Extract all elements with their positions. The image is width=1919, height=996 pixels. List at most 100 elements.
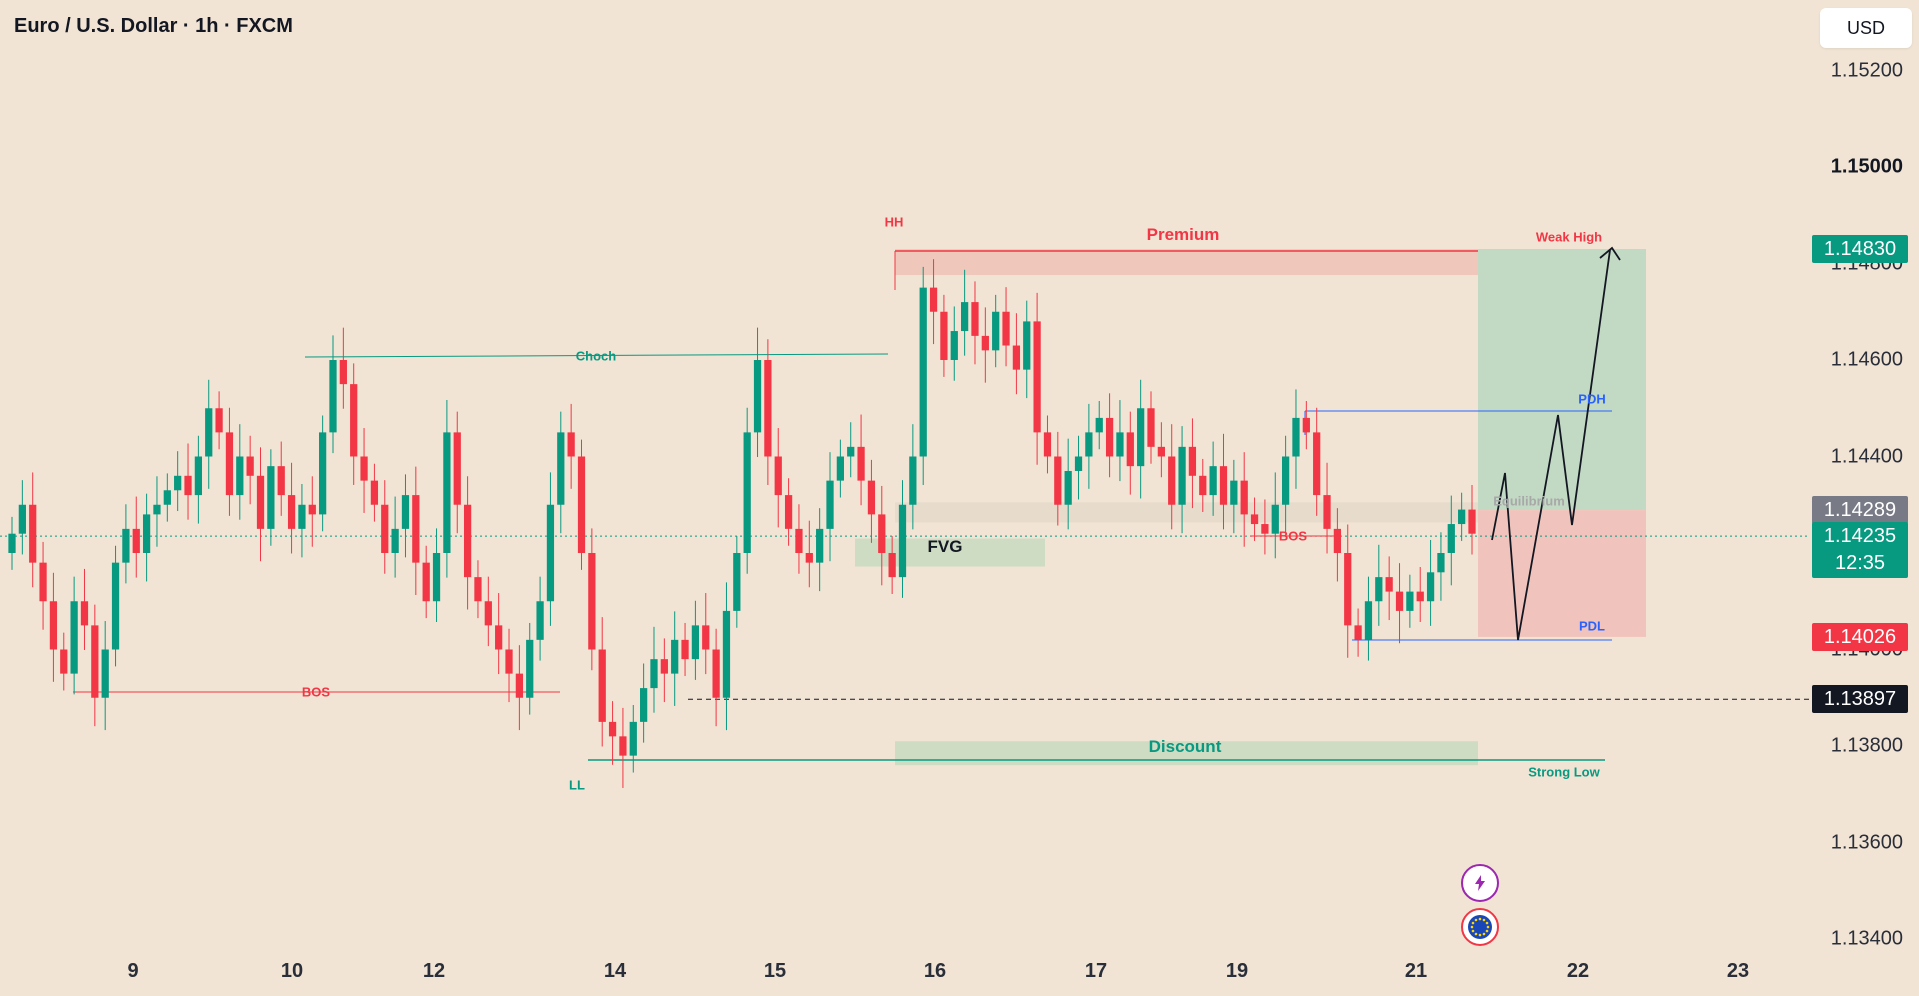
- candle-body: [49, 601, 58, 650]
- candle-body: [1023, 321, 1031, 370]
- candle-body: [267, 466, 275, 529]
- candle-body: [463, 504, 472, 578]
- candle-body: [1126, 432, 1134, 467]
- x-tick-label: 17: [1084, 960, 1108, 982]
- candle-body: [60, 649, 68, 674]
- candle-body: [992, 311, 1000, 351]
- currency-button[interactable]: USD: [1820, 8, 1912, 48]
- candle-body: [308, 504, 316, 515]
- candle-body: [1313, 432, 1321, 496]
- candle-body: [847, 446, 855, 457]
- fvg-zone: [855, 538, 1045, 567]
- candle-body: [350, 384, 358, 457]
- x-tick-label: 9: [127, 960, 139, 982]
- candle-body: [484, 601, 492, 626]
- candle-body: [246, 456, 254, 476]
- candle-body: [671, 639, 679, 674]
- candle-body: [1323, 495, 1331, 529]
- x-tick-label: 23: [1726, 960, 1750, 982]
- candle-body: [1250, 514, 1259, 525]
- candle-body: [629, 721, 637, 756]
- candle-body: [878, 514, 886, 553]
- candle-body: [412, 495, 420, 563]
- y-tick-label: 1.15200: [1830, 59, 1903, 81]
- candle-body: [142, 514, 151, 553]
- candle-body: [1437, 553, 1445, 573]
- candle-body: [1199, 475, 1207, 496]
- equilibrium-label: Equilibrium: [1493, 493, 1565, 509]
- candle-body: [691, 625, 700, 660]
- x-tick-label: 15: [763, 960, 787, 982]
- candle-body: [453, 432, 461, 505]
- y-tick-label: 1.13400: [1830, 927, 1903, 950]
- candle-body: [391, 528, 399, 553]
- candle-body: [1302, 417, 1310, 433]
- candle-body: [1043, 432, 1052, 457]
- candle-body: [526, 639, 534, 698]
- candle-body: [339, 360, 347, 385]
- candle-body: [567, 432, 575, 457]
- candle-body: [1395, 591, 1404, 611]
- candle-body: [1344, 553, 1352, 626]
- candle-body: [236, 456, 244, 496]
- candle-body: [826, 480, 834, 529]
- eu-flag-icon[interactable]: [1461, 908, 1499, 946]
- candle-body: [1447, 524, 1455, 553]
- candle-body: [1209, 466, 1217, 496]
- candle-body: [660, 659, 668, 674]
- candle-body: [1292, 417, 1300, 457]
- candle-body: [1188, 446, 1197, 476]
- candle-body: [287, 495, 296, 529]
- candle-body: [1375, 577, 1383, 602]
- candle-body: [422, 562, 430, 602]
- x-tick-label: 12: [422, 960, 446, 982]
- candle-body: [1281, 456, 1290, 505]
- candle-body: [909, 456, 917, 505]
- price-tag-value: 1.14289: [1823, 499, 1897, 522]
- candle-body: [1364, 601, 1373, 640]
- candle-body: [1406, 591, 1414, 611]
- x-tick-label: 14: [603, 960, 627, 982]
- weak-high-label: Weak High: [1535, 229, 1603, 245]
- x-tick-label: 21: [1404, 960, 1428, 982]
- choch-label: Choch: [575, 348, 617, 364]
- equilibrium-zone: [895, 502, 1478, 523]
- price-tag: 1.14026: [1812, 622, 1908, 651]
- candle-body: [795, 528, 803, 553]
- chart-title: Euro / U.S. Dollar · 1h · FXCM: [14, 15, 293, 37]
- pdl-label: PDL: [1579, 618, 1605, 634]
- candle-body: [153, 504, 161, 515]
- candle-body: [443, 432, 451, 553]
- candle-body: [163, 490, 171, 505]
- candle-body: [1385, 577, 1393, 592]
- pdh-label: PDH: [1578, 391, 1606, 407]
- candle-body: [132, 528, 140, 553]
- candle-body: [546, 504, 555, 602]
- x-tick-label: 22: [1566, 960, 1590, 982]
- price-tag-value: 1.14026: [1823, 625, 1897, 648]
- target-zone: [1478, 249, 1646, 511]
- candle-body: [608, 721, 617, 737]
- candle-body: [588, 553, 596, 650]
- ll-label: LL: [569, 777, 585, 793]
- candle-body: [640, 688, 648, 722]
- candle-body: [1168, 456, 1176, 505]
- candle-body: [225, 432, 234, 496]
- candle-body: [1157, 446, 1165, 457]
- candle-body: [650, 659, 658, 689]
- lightning-bolt-icon[interactable]: [1461, 864, 1499, 902]
- candle-body: [1261, 524, 1269, 534]
- price-tag-value: 1.14830: [1823, 238, 1897, 261]
- candle-body: [194, 456, 203, 496]
- candle-body: [929, 287, 938, 312]
- candle-body: [1230, 480, 1238, 505]
- bos-label-right: BOS: [1278, 528, 1308, 544]
- candle-body: [1064, 470, 1072, 505]
- candle-body: [1085, 432, 1093, 457]
- price-tag: 1.14289: [1812, 496, 1908, 525]
- x-tick-label: 19: [1225, 960, 1249, 982]
- candle-body: [401, 495, 410, 529]
- candle-body: [8, 533, 16, 553]
- hh-label: HH: [884, 214, 904, 230]
